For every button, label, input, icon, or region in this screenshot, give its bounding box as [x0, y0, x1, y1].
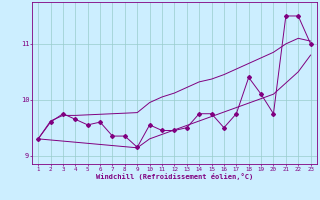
X-axis label: Windchill (Refroidissement éolien,°C): Windchill (Refroidissement éolien,°C) [96, 173, 253, 180]
